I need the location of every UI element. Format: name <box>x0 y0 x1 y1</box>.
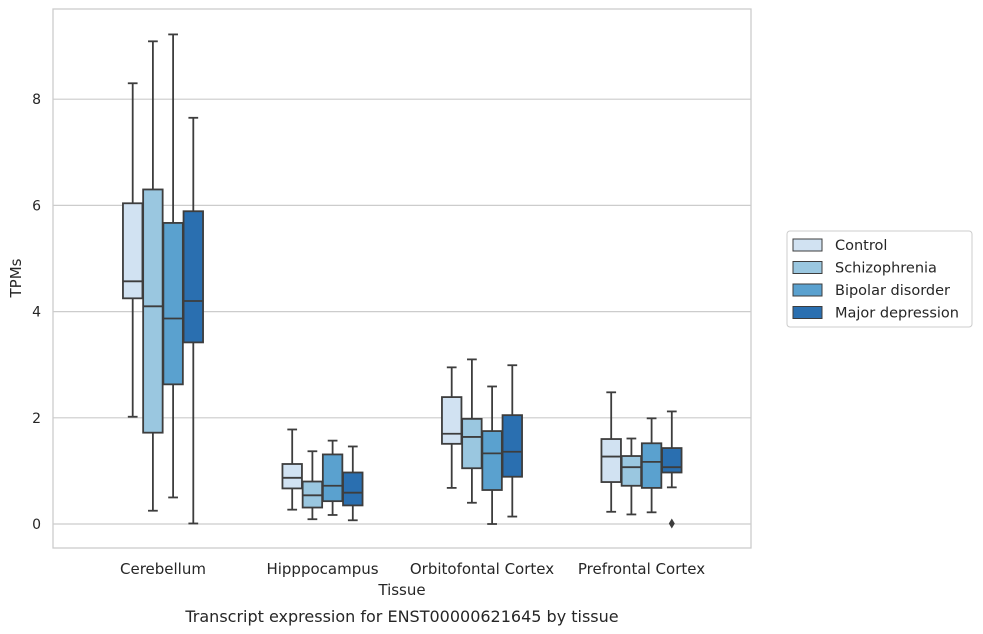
x-tick-labels: Cerebellum Hipppocampus Orbitofontal Corte… <box>120 560 705 578</box>
box-iqr <box>182 210 204 344</box>
box-iqr <box>661 447 683 474</box>
x-tick-label: Prefrontal Cortex <box>578 560 705 578</box>
y-tick-labels: 0 2 4 6 8 <box>32 92 41 533</box>
legend-label: Bipolar disorder <box>835 283 950 299</box>
box-iqr <box>620 455 643 487</box>
box-iqr <box>342 471 364 507</box>
box-major-depression <box>501 364 523 518</box>
y-tick-label: 6 <box>32 198 41 214</box>
legend-label: Major depression <box>835 306 959 322</box>
box-major-depression <box>342 445 364 522</box>
box-iqr <box>142 188 164 434</box>
legend-swatch <box>792 283 823 297</box>
box-control <box>441 366 463 489</box>
box-control <box>281 428 303 511</box>
legend-label: Schizophrenia <box>835 261 937 277</box>
legend-label: Control <box>835 238 887 254</box>
box-bipolar-disorder <box>640 417 663 514</box>
x-tick-label: Hipppocampus <box>266 560 378 578</box>
y-axis-label: TPMs <box>7 258 25 298</box>
box-iqr <box>281 463 303 490</box>
box-bipolar-disorder <box>162 33 184 499</box>
box-major-depression <box>182 116 204 525</box>
y-tick-label: 4 <box>32 305 41 321</box>
box-control <box>122 82 144 418</box>
box-iqr <box>600 438 622 483</box>
y-tick-label: 8 <box>32 92 41 108</box>
legend-swatch <box>792 238 823 252</box>
chart-caption: Transcript expression for ENST0000062164… <box>184 607 618 626</box>
legend-swatch <box>792 306 823 319</box>
legend-frame <box>786 230 973 328</box>
legend: Control Schizophrenia Bipolar disorder Majo… <box>786 230 973 328</box>
box-schizophrenia <box>461 358 483 504</box>
box-major-depression <box>661 410 683 529</box>
x-axis-label: Tissue <box>377 581 425 599</box>
box-iqr <box>162 222 184 386</box>
boxes <box>122 33 683 529</box>
x-tick-label: Orbitofontal Cortex <box>410 560 554 578</box>
box-iqr <box>122 202 144 300</box>
y-tick-label: 2 <box>32 411 41 427</box>
x-tick-label: Cerebellum <box>120 560 206 578</box>
y-tick-label: 0 <box>32 517 41 533</box>
box-iqr <box>441 396 463 445</box>
box-iqr <box>481 430 503 491</box>
box-iqr <box>501 414 523 478</box>
outlier-point <box>668 518 675 529</box>
box-iqr <box>461 417 483 470</box>
plot-area-border <box>52 8 752 549</box>
box-iqr <box>321 453 344 503</box>
box-iqr <box>640 442 663 489</box>
box-schizophrenia <box>620 437 643 516</box>
box-control <box>600 391 622 513</box>
legend-swatch <box>792 261 823 274</box>
